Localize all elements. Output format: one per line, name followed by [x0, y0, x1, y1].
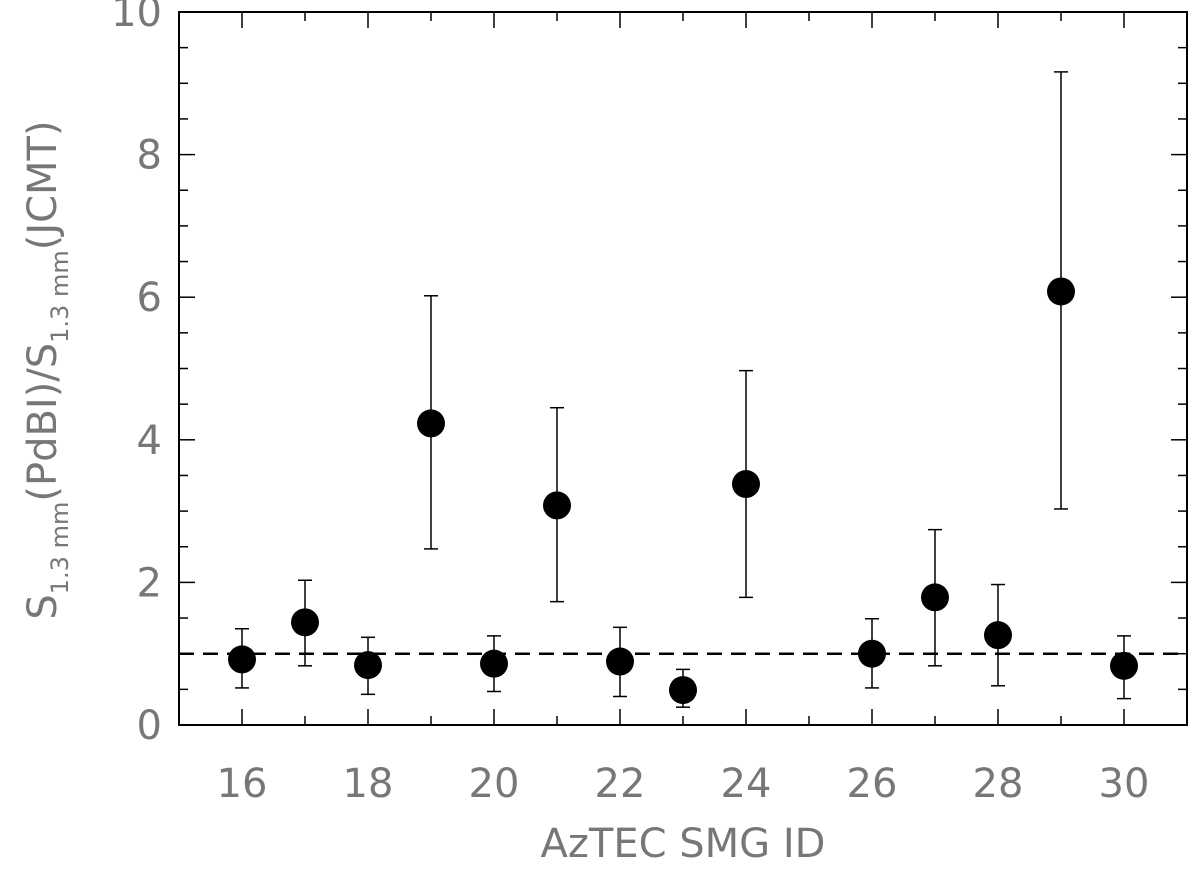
- x-tick-label: 18: [343, 761, 394, 807]
- x-tick-label: 26: [847, 761, 898, 807]
- data-point: [732, 470, 760, 499]
- y-axis-title-subscript: 1.3 mm: [46, 502, 74, 595]
- x-tick-label: 24: [721, 761, 772, 807]
- data-point-layer: [228, 277, 1138, 705]
- x-tick-label: 16: [217, 761, 268, 807]
- x-tick-label: 30: [1099, 761, 1150, 807]
- data-point: [984, 621, 1012, 650]
- tick-layer: [179, 12, 1187, 725]
- x-tick-label: 28: [973, 761, 1024, 807]
- data-point: [1110, 651, 1138, 680]
- data-point: [417, 409, 445, 438]
- y-axis-title-segment: (JCMT): [20, 120, 66, 250]
- x-tick-label: 20: [469, 761, 520, 807]
- y-tick-label: 6: [137, 275, 162, 321]
- data-point: [1047, 277, 1075, 306]
- x-axis-title: AzTEC SMG ID: [541, 821, 826, 867]
- plot-frame: [178, 11, 1188, 726]
- x-tick-label: 22: [595, 761, 646, 807]
- y-tick-label: 0: [137, 703, 162, 749]
- y-axis-title-subscript: 1.3 mm: [46, 250, 74, 343]
- y-axis-title: S1.3 mm(PdBI)/S1.3 mm(JCMT): [20, 120, 74, 619]
- y-tick-label: 8: [137, 133, 162, 179]
- data-point: [291, 608, 319, 637]
- y-axis-title-segment: S: [20, 594, 66, 619]
- y-tick-label: 2: [137, 560, 162, 606]
- plot-border: [178, 11, 1188, 726]
- data-point: [858, 639, 886, 668]
- data-point: [606, 647, 634, 676]
- y-axis-title-segment: (PdBI)/S: [20, 343, 66, 502]
- data-point: [354, 651, 382, 680]
- y-tick-label: 4: [137, 418, 162, 464]
- data-point: [480, 649, 508, 678]
- data-point: [228, 645, 256, 674]
- error-bar-layer: [235, 71, 1131, 708]
- y-tick-label: 10: [111, 0, 162, 36]
- data-point: [543, 491, 571, 520]
- data-point: [669, 676, 697, 705]
- data-point: [921, 583, 949, 612]
